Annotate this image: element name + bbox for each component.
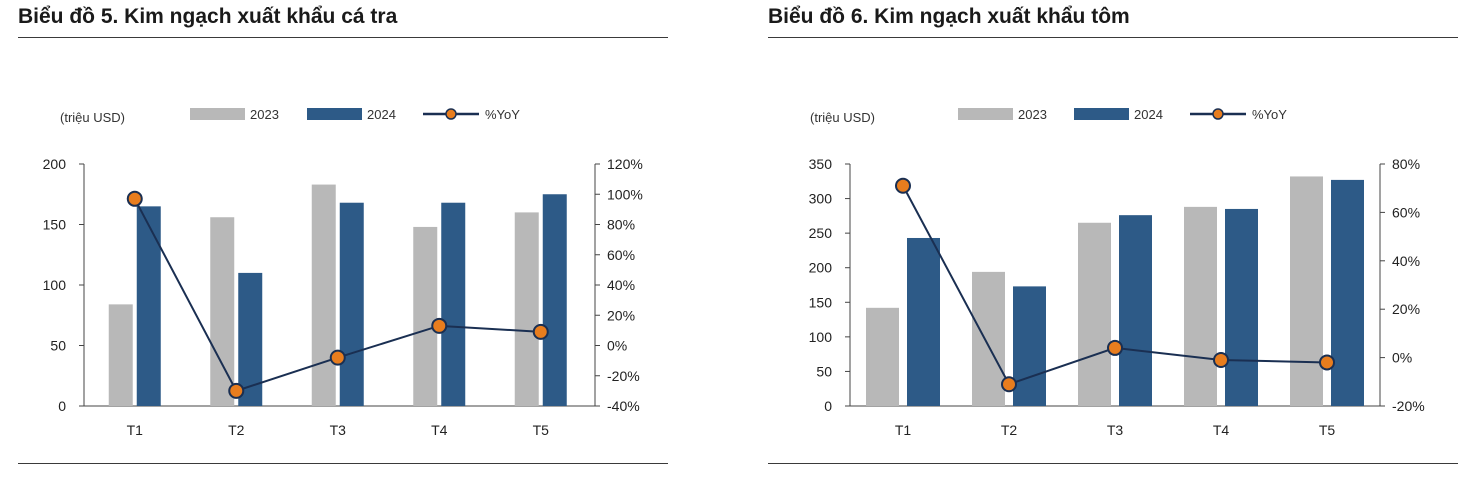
y2-tick-label: 60%: [1392, 204, 1420, 220]
bar-2024-T4: [441, 202, 466, 406]
unit-label: (triệu USD): [60, 110, 125, 125]
legend: 2023 2024 %YoY: [958, 107, 1287, 122]
bar-2023-T3: [311, 184, 336, 406]
bar-2024-T5: [1331, 179, 1364, 406]
y-tick-label: 150: [809, 294, 833, 310]
y-tick-label: 300: [809, 191, 833, 207]
x-tick-label: T4: [1213, 422, 1230, 438]
y2-tick-label: 40%: [1392, 253, 1420, 269]
bar-2023-T5: [1290, 176, 1323, 406]
legend-label: 2023: [1018, 107, 1047, 122]
bar-2024-T3: [1119, 215, 1152, 406]
x-tick-label: T4: [431, 422, 448, 438]
y-tick-label: 250: [809, 225, 833, 241]
y-tick-label: 150: [43, 217, 67, 233]
chart-panel-shrimp: Biểu đồ 6. Kim ngạch xuất khẩu tôm (triệ…: [768, 0, 1458, 483]
bar-2023-T1: [866, 307, 899, 406]
yoy-point-T5: [532, 323, 549, 340]
y-tick-label: 100: [43, 277, 67, 293]
bar-2024-T1: [136, 206, 161, 406]
y2-tick-label: -40%: [607, 398, 640, 414]
x-tick-label: T1: [127, 422, 144, 438]
chart-title: Biểu đồ 6. Kim ngạch xuất khẩu tôm: [768, 5, 1130, 28]
yoy-point-T2: [228, 382, 245, 399]
y2-tick-label: 120%: [607, 156, 643, 172]
y-tick-label: 50: [50, 338, 66, 354]
y-tick-label: 0: [58, 398, 66, 414]
y-tick-label: 350: [809, 156, 833, 172]
x-tick-label: T2: [1001, 422, 1018, 438]
unit-label: (triệu USD): [810, 110, 875, 125]
yoy-point-T4: [1213, 352, 1229, 369]
legend-swatch-2024: [1074, 108, 1129, 120]
legend-label: 2024: [1134, 107, 1163, 122]
yoy-point-T3: [329, 349, 346, 366]
legend-marker-yoy: [1212, 108, 1224, 120]
title-divider: [18, 37, 668, 38]
y-tick-label: 200: [43, 156, 67, 172]
y-tick-label: 0: [824, 398, 832, 414]
y2-tick-label: 80%: [607, 217, 635, 233]
bar-2023-T2: [210, 217, 235, 406]
legend-marker-yoy: [445, 108, 457, 120]
bar-2023-T2: [972, 271, 1005, 406]
y2-tick-label: 80%: [1392, 156, 1420, 172]
bar-2024-T3: [339, 202, 364, 406]
y-tick-label: 50: [816, 363, 832, 379]
y2-tick-label: -20%: [1392, 398, 1425, 414]
yoy-point-T1: [895, 177, 911, 194]
yoy-point-T1: [126, 190, 143, 207]
bar-2023-T4: [1184, 206, 1217, 406]
bar-2024-T4: [1225, 208, 1258, 406]
y2-tick-label: 20%: [1392, 301, 1420, 317]
legend: 2023 2024 %YoY: [190, 107, 520, 122]
legend-label: %YoY: [485, 107, 520, 122]
bar-2024-T1: [907, 237, 940, 406]
legend-swatch-2023: [958, 108, 1013, 120]
bottom-divider: [18, 463, 668, 464]
bar-2023-T3: [1078, 222, 1111, 406]
bar-2023-T1: [108, 304, 133, 406]
shrimp-export-chart: (triệu USD) 2023 2024 %YoY 0 50 100 150 200 250 30…: [809, 107, 1425, 438]
y2-tick-label: 20%: [607, 307, 635, 323]
y2-tick-label: 0%: [1392, 350, 1412, 366]
bar-2023-T4: [413, 226, 438, 406]
y2-tick-label: 40%: [607, 277, 635, 293]
bar-2023-T5: [514, 212, 539, 406]
legend-label: 2023: [250, 107, 279, 122]
bar-2024-T2: [1013, 286, 1046, 406]
chart-title: Biểu đồ 5. Kim ngạch xuất khẩu cá tra: [18, 5, 398, 28]
legend-label: %YoY: [1252, 107, 1287, 122]
x-tick-label: T5: [533, 422, 550, 438]
yoy-point-T2: [1001, 376, 1017, 393]
bottom-divider: [768, 463, 1458, 464]
chart-panel-catfish: Biểu đồ 5. Kim ngạch xuất khẩu cá tra (t…: [18, 0, 668, 483]
yoy-point-T3: [1107, 339, 1123, 356]
legend-swatch-2024: [307, 108, 362, 120]
catfish-export-chart: (triệu USD) 2023 2024 %YoY 0 50 100 150 200 -40% -…: [43, 107, 643, 438]
title-divider: [768, 37, 1458, 38]
yoy-point-T5: [1319, 354, 1335, 371]
y2-tick-label: 100%: [607, 186, 643, 202]
legend-label: 2024: [367, 107, 396, 122]
x-tick-label: T3: [1107, 422, 1124, 438]
legend-swatch-2023: [190, 108, 245, 120]
y2-tick-label: 0%: [607, 338, 627, 354]
x-tick-label: T2: [228, 422, 245, 438]
x-tick-label: T1: [895, 422, 912, 438]
x-tick-label: T5: [1319, 422, 1336, 438]
bar-2024-T5: [542, 194, 567, 406]
y2-tick-label: -20%: [607, 368, 640, 384]
y-tick-label: 100: [809, 329, 833, 345]
yoy-point-T4: [431, 317, 448, 334]
y2-tick-label: 60%: [607, 247, 635, 263]
y-tick-label: 200: [809, 260, 833, 276]
x-tick-label: T3: [330, 422, 347, 438]
